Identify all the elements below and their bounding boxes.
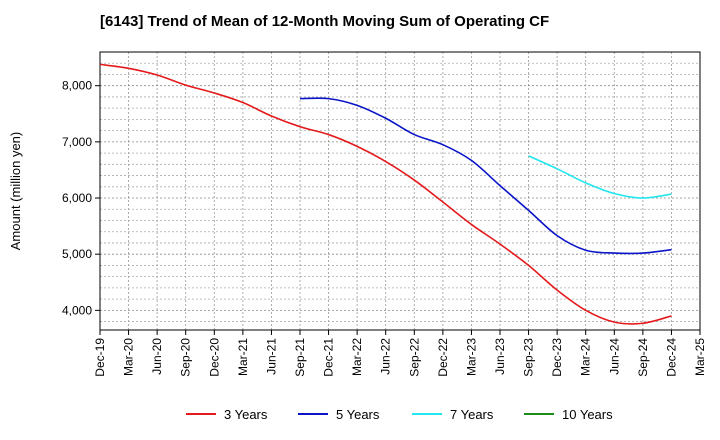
x-tick-label: Mar-23 <box>464 338 478 376</box>
series-line-3-years <box>99 63 672 325</box>
y-tick-label: 4,000 <box>62 303 92 317</box>
legend-label-7-years: 7 Years <box>450 407 494 422</box>
series-line-7-years <box>528 155 672 199</box>
x-tick-label: Mar-21 <box>236 338 250 376</box>
x-tick-label: Dec-22 <box>436 338 450 377</box>
x-axis-ticks: Dec-19 Mar-20 Jun-20 Sep-20 Dec-20 Mar-21 Jun-… <box>93 330 707 377</box>
x-tick-label: Sep-21 <box>293 338 307 377</box>
grid <box>100 52 700 330</box>
x-tick-label: Jun-20 <box>150 338 164 375</box>
plot-frame <box>99 51 701 331</box>
x-tick-label: Dec-19 <box>93 338 107 377</box>
y-tick-label: 5,000 <box>62 247 92 261</box>
x-tick-label: Sep-23 <box>522 338 536 377</box>
chart-title: [6143] Trend of Mean of 12-Month Moving … <box>100 13 549 30</box>
legend-label-10-years: 10 Years <box>562 407 613 422</box>
x-tick-label: Mar-22 <box>350 338 364 376</box>
legend-label-3-years: 3 Years <box>224 407 268 422</box>
x-tick-label: Jun-21 <box>264 338 278 375</box>
x-tick-label: Dec-20 <box>207 338 221 377</box>
x-tick-label: Sep-24 <box>636 338 650 377</box>
x-tick-label: Jun-23 <box>493 338 507 375</box>
y-tick-label: 6,000 <box>62 191 92 205</box>
x-tick-label: Sep-22 <box>407 338 421 377</box>
y-tick-label: 7,000 <box>62 135 92 149</box>
y-axis-label: Amount (million yen) <box>8 132 23 251</box>
x-tick-label: Dec-23 <box>550 338 564 377</box>
x-tick-label: Mar-24 <box>579 338 593 376</box>
x-tick-label: Dec-24 <box>664 338 678 377</box>
x-tick-label: Jun-24 <box>607 338 621 375</box>
legend: 3 Years 5 Years 7 Years 10 Years <box>186 407 613 422</box>
x-tick-label: Mar-20 <box>122 338 136 376</box>
series-line-5-years <box>299 97 672 255</box>
y-tick-label: 8,000 <box>62 79 92 93</box>
y-axis-ticks: 4,000 5,000 6,000 7,000 8,000 <box>62 79 100 317</box>
x-tick-label: Mar-25 <box>693 338 707 376</box>
x-tick-label: Dec-21 <box>322 338 336 377</box>
x-tick-label: Jun-22 <box>379 338 393 375</box>
x-tick-label: Sep-20 <box>179 338 193 377</box>
legend-label-5-years: 5 Years <box>336 407 380 422</box>
series-lines <box>99 63 672 325</box>
